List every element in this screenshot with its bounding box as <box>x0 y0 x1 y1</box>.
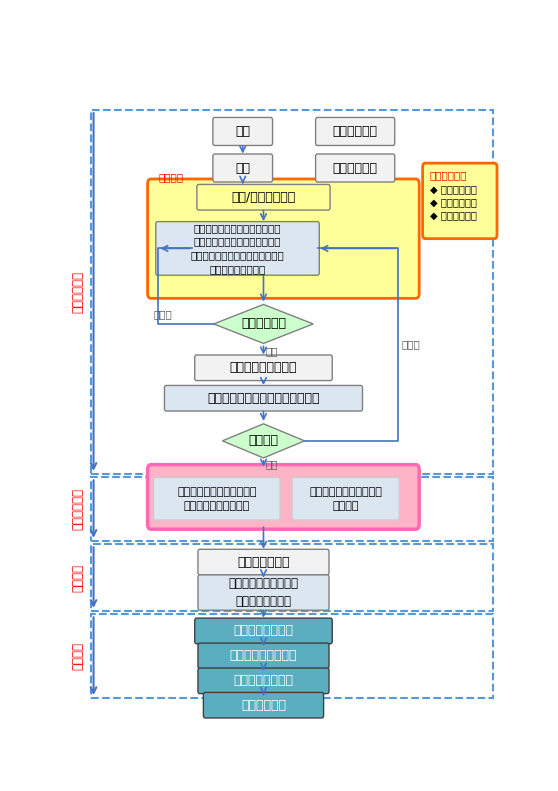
Text: 不通过: 不通过 <box>153 309 172 320</box>
Text: 确认报名信息、采集第二代
居民身份证内电子照片: 确认报名信息、采集第二代 居民身份证内电子照片 <box>177 487 257 510</box>
FancyBboxPatch shape <box>153 478 280 520</box>
Text: 照片审核: 照片审核 <box>248 434 278 448</box>
Text: 不通过: 不通过 <box>402 339 421 350</box>
FancyBboxPatch shape <box>316 154 395 182</box>
Bar <box>90 615 493 698</box>
FancyBboxPatch shape <box>197 184 330 210</box>
Polygon shape <box>214 305 313 343</box>
Text: 手机短信订阅: 手机短信订阅 <box>430 170 467 180</box>
Text: 通过: 通过 <box>266 346 278 356</box>
Text: 网上缴纳报名考试费: 网上缴纳报名考试费 <box>230 361 297 374</box>
Text: 上传电子照片（护照证件照片标
准，该照片将使用在《报名登记
表》、《资格审查表》、准考证、
成绩单和学位证上）: 上传电子照片（护照证件照片标 准，该照片将使用在《报名登记 表》、《资格审查表》… <box>191 223 285 274</box>
Text: 参加招生单位复试: 参加招生单位复试 <box>233 675 294 687</box>
Text: 本人在《报名登记表》上
签字确认: 本人在《报名登记表》上 签字确认 <box>309 487 382 510</box>
Text: ◆ 预订考试成绩: ◆ 预订考试成绩 <box>430 197 477 207</box>
FancyBboxPatch shape <box>292 478 400 520</box>
FancyBboxPatch shape <box>213 154 272 182</box>
Text: 注册: 注册 <box>235 125 250 138</box>
FancyBboxPatch shape <box>156 221 319 275</box>
FancyBboxPatch shape <box>422 163 497 239</box>
Text: 考试阶段: 考试阶段 <box>71 564 84 592</box>
Text: 核验规定的有效身份证
件后入场参加考试: 核验规定的有效身份证 件后入场参加考试 <box>228 577 299 607</box>
Text: 查询录取信息: 查询录取信息 <box>241 698 286 712</box>
FancyBboxPatch shape <box>147 464 419 529</box>
Text: ◆ 预订考试信息: ◆ 预订考试信息 <box>430 184 477 194</box>
Text: 查询网报公告: 查询网报公告 <box>333 161 378 175</box>
Bar <box>90 478 493 541</box>
FancyBboxPatch shape <box>316 117 395 146</box>
Text: ◆ 预订录取信息: ◆ 预订录取信息 <box>430 210 477 221</box>
FancyBboxPatch shape <box>198 549 329 575</box>
FancyBboxPatch shape <box>195 618 332 644</box>
FancyBboxPatch shape <box>195 355 332 380</box>
FancyBboxPatch shape <box>198 668 329 694</box>
FancyBboxPatch shape <box>147 179 419 298</box>
Text: 下载《资格审查表》: 下载《资格审查表》 <box>230 649 297 662</box>
Text: 登录: 登录 <box>235 161 250 175</box>
Bar <box>90 544 493 611</box>
FancyBboxPatch shape <box>198 575 329 610</box>
Text: 初步资格审查: 初步资格审查 <box>241 317 286 331</box>
Text: 通过: 通过 <box>266 459 278 469</box>
Text: 报名信息: 报名信息 <box>159 172 184 183</box>
Text: 网上打印《报名登记表（样表）》: 网上打印《报名登记表（样表）》 <box>207 392 320 405</box>
Text: 填写/修改报名信息: 填写/修改报名信息 <box>232 191 296 204</box>
Text: 现场确认阶段: 现场确认阶段 <box>71 488 84 530</box>
Text: 查询招生信息: 查询招生信息 <box>333 125 378 138</box>
FancyBboxPatch shape <box>165 385 363 411</box>
Text: 网上查询考试成绩: 网上查询考试成绩 <box>233 624 294 638</box>
Polygon shape <box>223 424 305 458</box>
FancyBboxPatch shape <box>198 643 329 668</box>
Bar <box>90 110 493 474</box>
Text: 网上下载准考证: 网上下载准考证 <box>237 555 290 569</box>
Text: 网上报名阶段: 网上报名阶段 <box>71 271 84 313</box>
FancyBboxPatch shape <box>203 692 324 718</box>
FancyBboxPatch shape <box>213 117 272 146</box>
Text: 考后阶段: 考后阶段 <box>71 642 84 671</box>
